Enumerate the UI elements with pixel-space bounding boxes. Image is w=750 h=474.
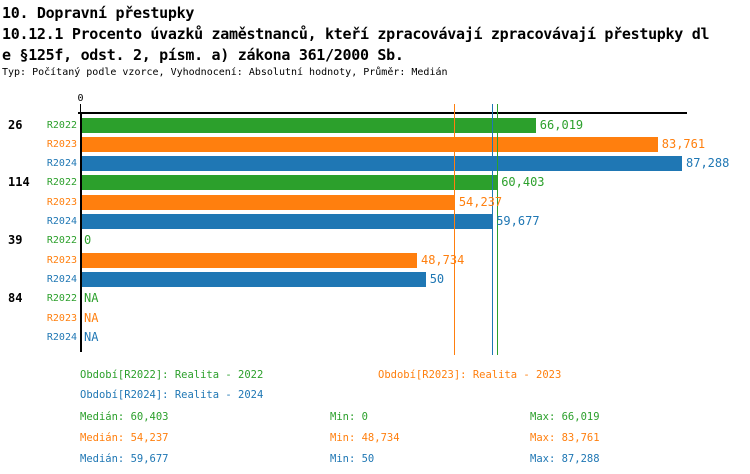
stat-median-r2022: Medián: 60,403 — [80, 411, 169, 423]
series-label: R2023 — [46, 138, 77, 150]
bar-value-label: NA — [84, 310, 99, 325]
bar — [82, 252, 417, 268]
bar-value-label: 59,677 — [496, 214, 540, 228]
series-label: R2024 — [46, 273, 77, 285]
stat-min-r2024: Min: 50 — [330, 453, 375, 465]
bar-value-label: 87,288 — [686, 156, 730, 171]
bar-value-label: 50 — [429, 271, 445, 286]
bar-value-label: 48,734 — [420, 252, 465, 267]
bar — [82, 136, 658, 152]
bar — [82, 117, 536, 133]
median-line-r2024 — [491, 104, 493, 355]
bar — [82, 156, 682, 172]
x-axis-line — [78, 112, 687, 114]
group-label: 39 — [8, 233, 23, 248]
bar — [82, 214, 493, 229]
series-label: R2023 — [46, 312, 77, 324]
bar — [82, 175, 498, 191]
series-label: R2024 — [46, 331, 77, 343]
chapter-title: 10. Dopravní přestupky — [2, 4, 195, 22]
group-label: 114 — [8, 175, 30, 190]
x-axis-tick-label: 0 — [77, 93, 84, 104]
stat-min-r2022: Min: 0 — [330, 411, 368, 423]
bar-value-label: 0 — [84, 233, 92, 248]
indicator-meta: Typ: Počítaný podle vzorce, Vyhodnocení:… — [2, 67, 448, 78]
group-label: 84 — [8, 291, 23, 306]
indicator-title-line2: e §125f, odst. 2, písm. a) zákona 361/20… — [2, 46, 404, 64]
series-label: R2023 — [46, 196, 77, 208]
series-label: R2024 — [46, 216, 77, 227]
series-label: R2022 — [46, 293, 77, 305]
legend-period-r2024: Období[R2024]: Realita - 2024 — [80, 389, 264, 401]
bar-value-label: NA — [84, 329, 99, 344]
bar-value-label: NA — [84, 291, 99, 306]
stat-median-r2024: Medián: 59,677 — [80, 453, 169, 465]
bar — [82, 271, 426, 287]
bar-value-label: 60,403 — [501, 175, 545, 190]
legend-period-r2023: Období[R2023]: Realita - 2023 — [378, 369, 562, 381]
median-line-r2023 — [454, 104, 456, 355]
series-label: R2024 — [46, 158, 77, 170]
y-axis-line — [80, 112, 82, 352]
series-label: R2022 — [46, 177, 77, 189]
stat-max-r2024: Max: 87,288 — [530, 453, 600, 465]
median-line-r2022 — [496, 104, 498, 355]
stat-max-r2022: Max: 66,019 — [530, 411, 600, 423]
bar-value-label: 83,761 — [661, 136, 706, 151]
stat-min-r2023: Min: 48,734 — [330, 432, 400, 444]
indicator-title-line1: 10.12.1 Procento úvazků zaměstnanců, kte… — [2, 25, 710, 43]
series-label: R2022 — [46, 119, 77, 131]
series-label: R2023 — [46, 254, 77, 266]
stat-median-r2023: Medián: 54,237 — [80, 432, 169, 444]
bar-value-label: 66,019 — [539, 117, 584, 132]
bar — [82, 194, 455, 210]
series-label: R2022 — [46, 235, 77, 247]
x-axis-tick — [80, 104, 81, 112]
bar-value-label: 54,237 — [458, 194, 503, 209]
group-label: 26 — [8, 117, 23, 132]
legend-period-r2022: Období[R2022]: Realita - 2022 — [80, 369, 264, 381]
stat-max-r2023: Max: 83,761 — [530, 432, 600, 444]
